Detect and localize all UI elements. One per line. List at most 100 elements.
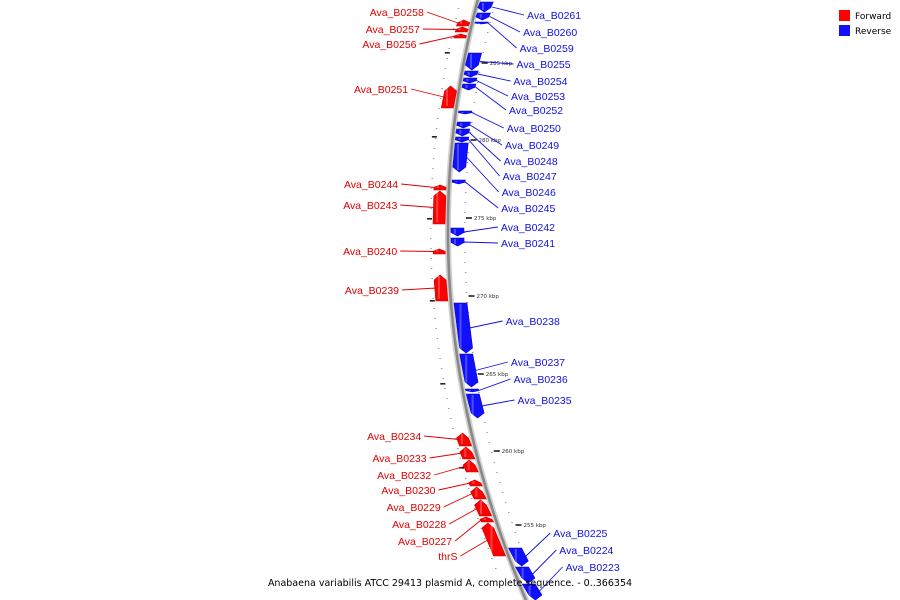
gene-label-ava-b0254[interactable]: Ava_B0254: [513, 76, 567, 88]
minor-tick: [464, 242, 466, 243]
gene-feature-thrs: [481, 522, 506, 557]
gene-highlight: [465, 355, 468, 385]
legend-label-reverse: Reverse: [855, 27, 892, 37]
gene-label-ava-b0240[interactable]: Ava_B0240: [343, 246, 397, 258]
gene-label-ava-b0255[interactable]: Ava_B0255: [517, 59, 571, 71]
gene-label-ava-b0243[interactable]: Ava_B0243: [343, 200, 397, 212]
minor-tick: [501, 492, 504, 493]
gene-highlight: [478, 23, 481, 24]
gene-feature-ava-b0249: [456, 121, 471, 129]
minor-tick: [472, 112, 474, 113]
gene-feature-ava-b0261: [477, 1, 494, 13]
gene-feature-ava-b0232: [462, 459, 479, 473]
gene-label-ava-b0249[interactable]: Ava_B0249: [505, 140, 559, 152]
gene-leader-ava-b0233: [429, 452, 463, 459]
gene-highlight: [436, 192, 439, 222]
gene-leader-ava-b0232: [434, 465, 466, 476]
minor-tick: [491, 452, 493, 453]
gene-label-ava-b0260[interactable]: Ava_B0260: [523, 27, 577, 39]
gene-label-ava-b0250[interactable]: Ava_B0250: [507, 123, 561, 135]
gene-leader-ava-b0239: [401, 287, 436, 291]
gene-label-ava-b0234[interactable]: Ava_B0234: [367, 431, 421, 443]
gene-label-ava-b0246[interactable]: Ava_B0246: [502, 187, 556, 199]
gene-highlight: [471, 395, 474, 416]
gene-label-ava-b0230[interactable]: Ava_B0230: [381, 485, 435, 497]
gene-label-ava-b0261[interactable]: Ava_B0261: [527, 10, 581, 22]
gene-label-ava-b0248[interactable]: Ava_B0248: [504, 156, 558, 168]
tick-layer: 285 kbp 280 kbp 275 kbp 270 kbp 265 kbp 260 k…: [427, 8, 546, 573]
minor-tick: [448, 48, 451, 49]
gene-label-ava-b0235[interactable]: Ava_B0235: [518, 395, 572, 407]
gene-label-ava-b0223[interactable]: Ava_B0223: [566, 562, 620, 574]
minor-tick: [446, 58, 449, 59]
gene-label-ava-b0224[interactable]: Ava_B0224: [559, 545, 613, 557]
minor-tick: [432, 158, 435, 159]
gene-highlight: [470, 54, 472, 68]
gene-leader-ava-b0249: [469, 124, 503, 146]
gene-label-ava-b0239[interactable]: Ava_B0239: [345, 285, 399, 297]
gene-highlight: [528, 585, 531, 598]
gene-label-ava-b0256[interactable]: Ava_B0256: [362, 39, 416, 51]
minor-tick: [477, 518, 479, 519]
gene-label-ava-b0258[interactable]: Ava_B0258: [370, 7, 424, 19]
legend-swatch-reverse: [839, 25, 850, 36]
gene-feature-ava-b0248: [455, 128, 471, 137]
gene-label-ava-b0236[interactable]: Ava_B0236: [514, 374, 568, 386]
gene-highlight: [457, 35, 460, 36]
minor-tick: [437, 348, 440, 349]
gene-label-ava-b0238[interactable]: Ava_B0238: [506, 316, 560, 328]
gene-label-ava-b0228[interactable]: Ava_B0228: [392, 519, 446, 531]
gene-label-ava-b0237[interactable]: Ava_B0237: [511, 357, 565, 369]
gene-label-ava-b0245[interactable]: Ava_B0245: [501, 203, 555, 215]
minor-tick: [465, 478, 467, 479]
minor-tick: [480, 62, 483, 63]
gene-leader-ava-b0258: [426, 11, 459, 24]
gene-label-ava-b0233[interactable]: Ava_B0233: [372, 453, 426, 465]
gene-label-ava-b0244[interactable]: Ava_B0244: [344, 179, 398, 191]
minor-tick: [504, 502, 507, 503]
gene-feature-ava-b0257: [454, 26, 469, 33]
minor-tick: [464, 252, 466, 253]
gene-label-ava-b0259[interactable]: Ava_B0259: [520, 43, 574, 55]
gene-label-ava-b0227[interactable]: Ava_B0227: [398, 536, 452, 548]
gene-leader-ava-b0224: [531, 549, 557, 576]
minor-tick: [511, 522, 513, 523]
minor-tick: [468, 142, 471, 143]
gene-label-ava-b0251[interactable]: Ava_B0251: [354, 84, 408, 96]
gene-leader-ava-b0254: [477, 73, 511, 82]
minor-tick: [450, 38, 453, 39]
gene-leader-ava-b0242: [463, 226, 498, 233]
gene-highlight: [482, 3, 484, 10]
gene-label-ava-b0225[interactable]: Ava_B0225: [553, 528, 607, 540]
gene-label-ava-b0252[interactable]: Ava_B0252: [509, 105, 563, 117]
minor-tick: [457, 8, 460, 9]
gene-label-ava-b0241[interactable]: Ava_B0241: [501, 238, 555, 250]
gene-label-ava-b0247[interactable]: Ava_B0247: [503, 171, 557, 183]
gene-label-ava-b0232[interactable]: Ava_B0232: [377, 470, 431, 482]
minor-tick: [491, 558, 493, 559]
minor-tick: [467, 488, 470, 489]
gene-label-ava-b0257[interactable]: Ava_B0257: [366, 24, 420, 36]
gene-label-thrs[interactable]: thrS: [438, 551, 457, 563]
minor-tick: [469, 132, 472, 133]
gene-highlight: [466, 79, 469, 81]
kbp-label: 270 kbp: [477, 294, 500, 300]
map-caption: Anabaena variabilis ATCC 29413 plasmid A…: [267, 578, 633, 589]
gene-feature-ava-b0233: [459, 446, 476, 460]
gene-label-ava-b0229[interactable]: Ava_B0229: [387, 502, 441, 514]
gene-feature-ava-b0259: [474, 21, 489, 25]
gene-leader-ava-b0241: [463, 241, 499, 244]
minor-dash: [427, 218, 432, 220]
minor-tick: [455, 18, 457, 19]
minor-tick: [467, 152, 470, 153]
gene-highlight: [436, 250, 439, 252]
minor-tick: [514, 532, 517, 533]
gene-leader-ava-b0246: [466, 157, 500, 193]
gene-label-ava-b0253[interactable]: Ava_B0253: [511, 91, 565, 103]
minor-tick: [464, 212, 466, 213]
minor-tick: [464, 272, 467, 273]
minor-tick: [464, 202, 466, 203]
minor-tick: [466, 302, 469, 303]
gene-label-ava-b0242[interactable]: Ava_B0242: [501, 222, 555, 234]
